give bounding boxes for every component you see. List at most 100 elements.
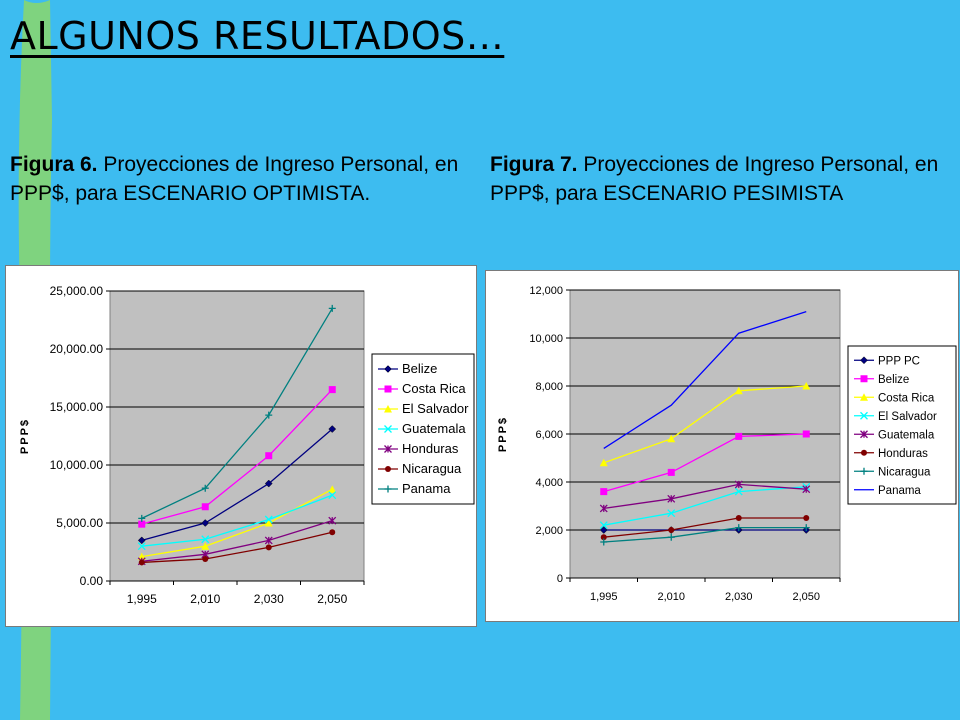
series-line [141,488,333,558]
legend-label: El Salvador [878,411,937,423]
data-point [137,552,146,561]
data-point [735,524,743,532]
legend-marker [384,385,392,393]
data-point [734,480,743,489]
figure-6-label: Figura 6. [10,153,98,176]
x-tick-label: 1,995 [127,592,157,606]
plot-area [109,290,365,582]
data-point [802,524,810,532]
data-point [802,430,810,438]
y-tick-label: 12,000 [529,285,563,297]
y-tick-label: 6,000 [535,429,563,441]
figure-7-text: Proyecciones de Ingreso Personal, en PPP… [490,153,939,205]
legend-label: Costa Rica [878,392,935,404]
legend-label: PPP PC [878,355,920,367]
data-point [600,488,608,496]
series-line [603,433,807,493]
data-point [734,487,743,496]
series-line [603,385,807,464]
data-point [264,519,273,527]
legend-label: Belize [402,361,437,376]
data-point [328,516,337,525]
series-line [141,389,333,525]
data-point [667,509,676,518]
series-line [141,428,333,542]
y-tick-label: 15,000.00 [50,400,104,414]
data-point [735,432,743,440]
legend-marker [384,365,392,373]
series-line [603,526,807,543]
chart-optimista-svg: 0.00 5,000.00 10,000.00 15,000.00 20,000.00 2… [19,284,475,606]
data-point [734,386,743,395]
x-tick-label: 2,050 [792,591,820,603]
data-point [735,515,742,521]
legend-marker [860,467,868,475]
legend-marker [860,375,868,383]
data-point [600,538,608,546]
series-line [603,486,807,526]
data-point [328,425,337,433]
data-point [667,468,675,476]
data-point [264,479,273,488]
y-axis-label: PPP$ [497,416,509,452]
legend-box [847,345,957,505]
legend-label: Nicaragua [878,466,931,478]
legend-marker [860,411,868,420]
data-point [668,527,675,533]
data-point [201,484,209,492]
legend-label: El Salvador [402,401,469,416]
legend-marker [384,485,392,493]
data-point [599,504,608,513]
legend-label: Guatemala [878,429,935,441]
data-point [138,559,145,566]
series-line [603,310,807,449]
legend-label: Nicaragua [402,461,462,476]
data-point [201,519,210,527]
legend-label: Guatemala [402,421,466,436]
data-point [201,535,210,544]
legend-marker [385,466,391,472]
chart-pesimista-svg: 0 2,000 4,000 6,000 8,000 10,000 12,000 1,995 2,… [497,285,957,603]
data-point [802,382,811,390]
series-line [603,517,807,538]
data-point [138,520,146,528]
data-point [264,536,273,545]
data-point [599,526,608,534]
y-tick-label: 10,000 [529,333,563,345]
data-point [201,542,210,550]
legend-label: Belize [878,374,909,386]
figure-7-caption: Figura 7. Proyecciones de Ingreso Person… [490,150,960,208]
legend-marker [861,449,867,456]
legend-label: Panama [878,485,921,497]
data-point [265,544,272,551]
data-point [264,515,273,524]
x-tick-label: 2,010 [190,592,220,606]
data-point [328,304,336,312]
x-tick-label: 2,010 [657,591,685,603]
data-point [265,411,273,419]
y-tick-label: 8,000 [535,381,563,393]
legend-marker [860,430,868,439]
series-line [141,520,333,562]
legend-label: Panama [402,481,451,496]
series-line [141,308,333,519]
slide-title: ALGUNOS RESULTADOS… [10,14,505,58]
chart-optimista: 0.00 5,000.00 10,000.00 15,000.00 20,000.00 2… [5,265,477,627]
data-point [667,533,675,541]
x-tick-label: 2,050 [317,592,347,606]
series-line [141,494,333,547]
data-point [599,521,608,530]
y-tick-label: 4,000 [535,477,563,489]
legend-label: Honduras [878,448,928,460]
legend-marker [860,393,868,401]
chart-pesimista: 0 2,000 4,000 6,000 8,000 10,000 12,000 1,995 2,… [485,270,959,622]
series-line [141,531,333,564]
y-tick-label: 2,000 [535,525,563,537]
data-point [599,458,608,467]
y-tick-label: 5,000.00 [56,516,103,530]
figure-6-text: Proyecciones de Ingreso Personal, en PPP… [10,153,459,205]
y-tick-label: 20,000.00 [50,342,104,356]
data-point [803,515,810,521]
data-point [328,491,337,500]
x-tick-label: 2,030 [725,591,753,603]
